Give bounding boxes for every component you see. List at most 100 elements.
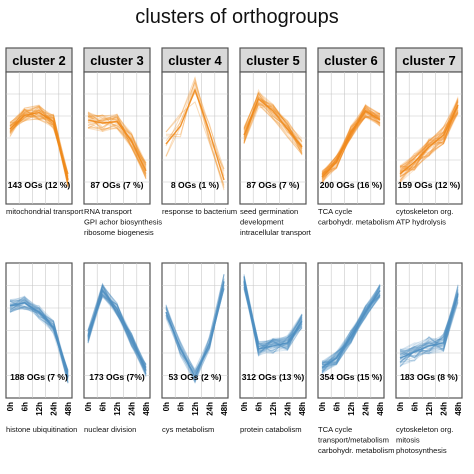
- series-line: [399, 101, 459, 168]
- series-line: [243, 103, 303, 145]
- series-line: [165, 101, 225, 187]
- x-tick-label: 12h: [191, 402, 200, 416]
- cluster-count-label: 354 OGs (15 %): [320, 372, 383, 382]
- function-label: development: [240, 218, 284, 227]
- series-mean-line: [87, 289, 147, 371]
- function-label: carbohydr. metabolism: [318, 218, 394, 227]
- x-tick-label: 6h: [411, 402, 420, 411]
- series-line: [9, 114, 69, 180]
- series-line: [165, 288, 225, 371]
- series-line: [399, 295, 459, 354]
- cluster-header: cluster 7: [402, 53, 455, 68]
- series-mean-line: [243, 281, 303, 350]
- series-line: [321, 294, 381, 369]
- function-label: TCA cycle: [318, 207, 352, 216]
- series-line: [399, 285, 459, 353]
- series-line: [165, 76, 225, 172]
- series-line: [9, 297, 69, 382]
- series-line: [399, 107, 459, 177]
- series-line: [399, 295, 459, 363]
- series-line: [87, 290, 147, 365]
- series-line: [321, 110, 381, 172]
- x-tick-label: 24h: [128, 402, 137, 416]
- series-line: [87, 124, 147, 171]
- function-label: carbohydr. metabolism: [318, 446, 394, 455]
- series-line: [87, 122, 147, 176]
- series-line: [399, 289, 459, 355]
- cluster-count-label: 8 OGs (1 %): [171, 180, 219, 190]
- series-line: [321, 285, 381, 372]
- x-tick-label: 6h: [21, 402, 30, 411]
- series-line: [87, 117, 147, 176]
- series-line: [165, 274, 225, 384]
- series-line: [9, 104, 69, 175]
- series-line: [399, 294, 459, 358]
- series-line: [243, 275, 303, 351]
- series-line: [243, 88, 303, 149]
- series-line: [243, 103, 303, 151]
- series-line: [243, 281, 303, 351]
- x-tick-label: 12h: [113, 402, 122, 416]
- function-label: intracellular transport: [240, 228, 312, 237]
- series-line: [87, 114, 147, 175]
- series-line: [243, 274, 303, 344]
- series-line: [321, 295, 381, 375]
- x-tick-label: 12h: [35, 402, 44, 416]
- series-mean-line: [165, 88, 225, 181]
- function-label: transport/metabolism: [318, 436, 389, 445]
- series-line: [321, 104, 381, 176]
- series-line: [9, 299, 69, 375]
- series-line: [399, 108, 459, 178]
- series-line: [87, 115, 147, 177]
- x-tick-label: 48h: [376, 402, 385, 416]
- series-line: [87, 284, 147, 372]
- series-line: [399, 99, 459, 177]
- series-line: [243, 277, 303, 345]
- series-line: [321, 286, 381, 364]
- series-line: [87, 112, 147, 180]
- top-row-panel: 87 OGs (7 %) RNA transport GPI achor biosy…: [83, 71, 162, 237]
- x-tick-label: 6h: [177, 402, 186, 411]
- series-line: [87, 114, 147, 167]
- series-line: [399, 113, 459, 172]
- x-tick-label: 48h: [298, 402, 307, 416]
- series-line: [87, 295, 147, 374]
- series-line: [243, 284, 303, 355]
- function-label: nuclear division: [84, 425, 136, 434]
- function-label: cys metabolism: [162, 425, 214, 434]
- series-line: [321, 104, 381, 175]
- cluster-header: cluster 4: [168, 53, 222, 68]
- cluster-count-label: 188 OGs (7 %): [10, 372, 68, 382]
- bottom-row-panel: 354 OGs (15 %) TCA cycle transport/metabol…: [317, 262, 394, 455]
- function-label: ribosome biogenesis: [84, 228, 154, 237]
- x-tick-label: 0h: [318, 402, 327, 411]
- bottom-row-panel: 312 OGs (13 %) protein catabolism: [239, 262, 307, 434]
- series-line: [87, 114, 147, 164]
- series-line: [399, 104, 459, 178]
- series-line: [399, 295, 459, 365]
- top-row-panel: 200 OGs (16 %) TCA cycle carbohydr. metabo…: [317, 71, 394, 227]
- x-tick-label: 0h: [6, 402, 15, 411]
- series-line: [87, 293, 147, 368]
- series-line: [399, 300, 459, 361]
- series-line: [321, 296, 381, 364]
- series-line: [9, 109, 69, 180]
- series-line: [321, 107, 381, 175]
- series-line: [243, 279, 303, 353]
- series-line: [321, 116, 381, 177]
- series-line: [321, 296, 381, 364]
- series-line: [321, 112, 381, 179]
- series-line: [87, 293, 147, 372]
- series-line: [87, 120, 147, 166]
- x-tick-label: 48h: [142, 402, 151, 416]
- series-line: [165, 76, 225, 189]
- series-line: [243, 91, 303, 148]
- x-tick-label: 24h: [50, 402, 59, 416]
- series-line: [243, 95, 303, 150]
- series-line: [9, 110, 69, 175]
- series-line: [321, 285, 381, 372]
- series-line: [399, 99, 459, 181]
- series-line: [321, 291, 381, 374]
- series-line: [321, 285, 381, 366]
